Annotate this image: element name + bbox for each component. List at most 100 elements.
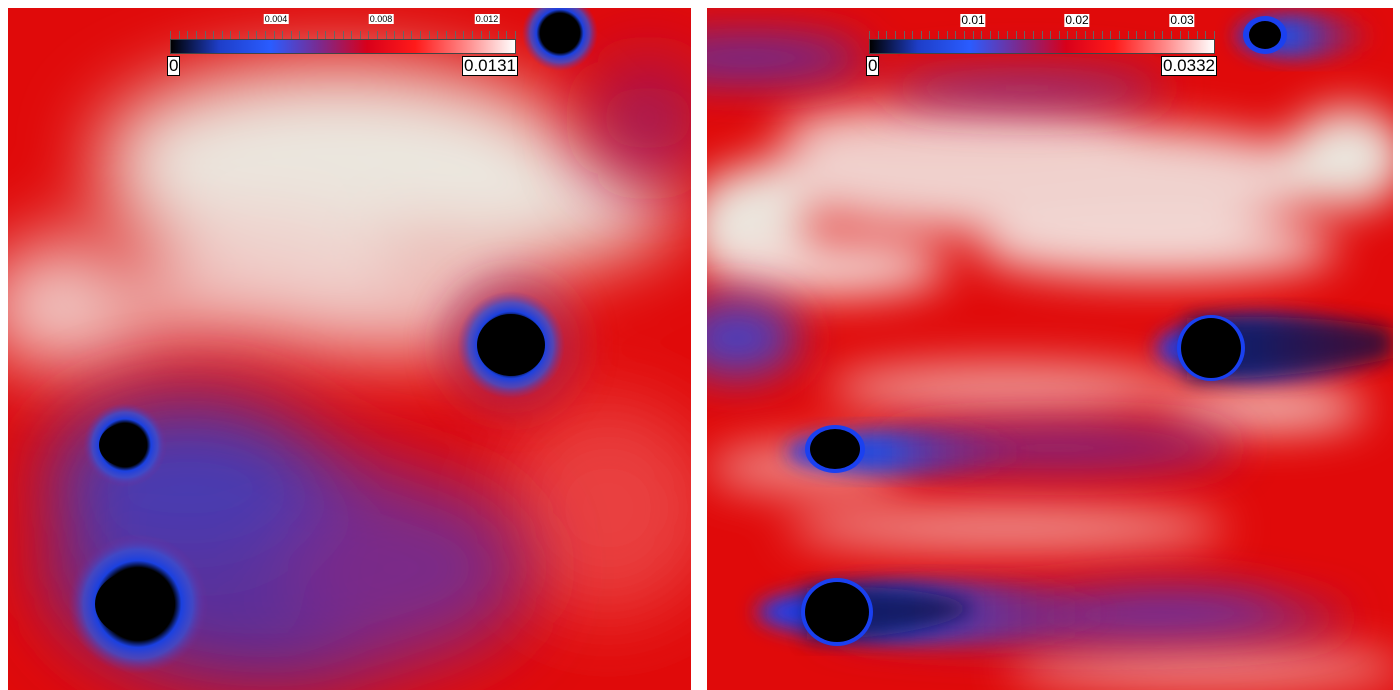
right-colorbar-minor-tick [1145,31,1146,39]
left-colorbar-minor-tick [411,31,412,39]
left-colorbar-minor-tick [256,31,257,39]
right-colorbar-minor-tick [1180,31,1181,39]
left-colorbar-minor-tick [481,31,482,39]
left-colorbar-tick-label: 0.004 [263,14,289,24]
right-colorbar-minor-tick [1197,31,1198,39]
right-colorbar-minor-tick [1007,31,1008,39]
obstacle-group-right [757,14,1393,646]
left-colorbar-tick-label: 0.008 [368,14,394,24]
left-colorbar-minor-tick [377,31,378,39]
left-colorbar-tick-label: 0.012 [474,14,500,24]
left-colorbar-minor-tick [334,31,335,39]
right-colorbar-gradient [869,39,1215,54]
right-colorbar-minor-tick [938,31,939,39]
right-colorbar-minor-tick [869,31,870,39]
left-colorbar-minor-tick [472,31,473,39]
left-colorbar-minor-tick [498,31,499,39]
right-colorbar-minor-tick [1076,31,1077,39]
right-colorbar-minor-tick [1042,31,1043,39]
left-field-plot [8,8,691,690]
left-field-panel: 0.004 0.008 0.012 0 0.0131 [8,8,691,690]
right-colorbar-minor-tick [998,31,999,39]
left-colorbar-minor-tick [515,31,516,39]
right-colorbar-minor-tick [1033,31,1034,39]
right-colorbar-minor-tick [1059,31,1060,39]
right-colorbar-minor-tick [947,31,948,39]
right-colorbar-minor-tick [1171,31,1172,39]
right-colorbar-minor-tick [955,31,956,39]
right-colorbar-minor-tick [981,31,982,39]
right-colorbar-minor-tick [1067,31,1068,39]
right-colorbar-max-label: 0.0332 [1161,56,1217,76]
left-colorbar-minor-tick [205,31,206,39]
left-colorbar-minor-tick [437,31,438,39]
left-colorbar-minor-tick [325,31,326,39]
left-colorbar-minor-tick [386,31,387,39]
right-colorbar-minor-tick [1085,31,1086,39]
right-colorbar-minor-tick [921,31,922,39]
right-field-plot [707,8,1393,690]
right-colorbar-minor-tick [929,31,930,39]
left-colorbar-minor-tick [506,31,507,39]
right-colorbar-minor-tick [912,31,913,39]
left-colorbar-minor-tick [299,31,300,39]
left-colorbar-minor-tick [308,31,309,39]
left-colorbar-minor-tick [420,31,421,39]
right-colorbar-minor-tick [1205,31,1206,39]
left-colorbar-minor-tick [455,31,456,39]
left-colorbar-minor-tick [446,31,447,39]
right-colorbar-minor-tick [886,31,887,39]
obstacle-group-left [68,8,598,674]
right-colorbar-minor-tick [1102,31,1103,39]
right-colorbar-minor-tick [904,31,905,39]
left-colorbar-gradient [170,39,516,54]
right-colorbar-minor-tick [1016,31,1017,39]
left-colorbar-minor-tick [360,31,361,39]
right-colorbar-tick-label: 0.03 [1169,13,1195,27]
left-colorbar-minor-tick [317,31,318,39]
left-colorbar-minor-tick [429,31,430,39]
left-colorbar-minor-tick [196,31,197,39]
right-colorbar-tick-label: 0.01 [960,13,986,27]
right-colorbar-minor-tick [1119,31,1120,39]
left-colorbar: 0.004 0.008 0.012 0 0.0131 [167,14,518,76]
right-colorbar-minor-tick [990,31,991,39]
right-colorbar-minor-tick [1024,31,1025,39]
left-colorbar-minor-tick [222,31,223,39]
left-colorbar-max-label: 0.0131 [462,56,518,76]
left-colorbar-minor-tick [489,31,490,39]
left-colorbar-minor-tick [230,31,231,39]
left-colorbar-minor-tick [368,31,369,39]
left-colorbar-minor-tick [394,31,395,39]
right-colorbar-minor-tick [878,31,879,39]
left-colorbar-minor-tick [351,31,352,39]
left-colorbar-minor-tick [187,31,188,39]
left-colorbar-ticks: 0.004 0.008 0.012 [170,14,516,40]
right-colorbar-minor-tick [895,31,896,39]
right-colorbar-minor-tick [1162,31,1163,39]
right-colorbar-minor-tick [973,31,974,39]
right-field-panel: 0.01 0.02 0.03 0 0.0332 [707,8,1393,690]
left-colorbar-minor-tick [282,31,283,39]
right-colorbar-minor-tick [964,31,965,39]
right-colorbar-tick-label: 0.02 [1064,13,1090,27]
left-colorbar-minor-tick [213,31,214,39]
left-colorbar-minor-tick [343,31,344,39]
right-colorbar: 0.01 0.02 0.03 0 0.0332 [866,14,1217,76]
left-colorbar-min-label: 0 [167,56,181,76]
left-colorbar-minor-tick [463,31,464,39]
right-colorbar-min-label: 0 [866,56,880,76]
left-colorbar-minor-tick [170,31,171,39]
right-colorbar-ticks: 0.01 0.02 0.03 [869,14,1215,40]
left-colorbar-minor-tick [274,31,275,39]
right-colorbar-minor-tick [1093,31,1094,39]
right-colorbar-minor-tick [1214,31,1215,39]
right-colorbar-minor-tick [1128,31,1129,39]
left-colorbar-minor-tick [265,31,266,39]
left-colorbar-minor-tick [239,31,240,39]
right-colorbar-minor-tick [1154,31,1155,39]
right-colorbar-minor-tick [1110,31,1111,39]
left-colorbar-minor-tick [248,31,249,39]
left-colorbar-minor-tick [291,31,292,39]
